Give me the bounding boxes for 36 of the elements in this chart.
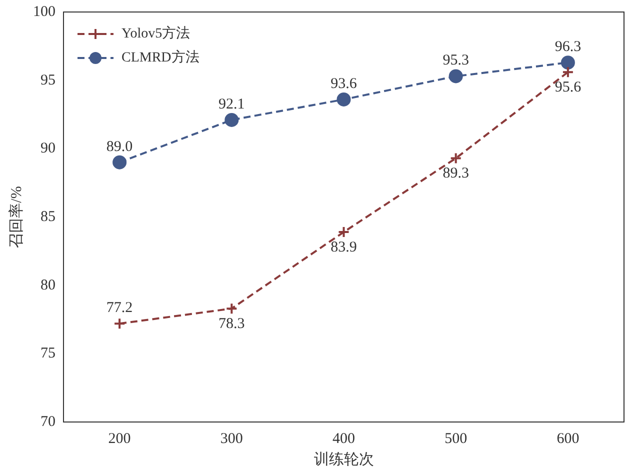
data-label: 83.9 <box>330 239 357 256</box>
x-tick-label: 600 <box>556 430 580 447</box>
y-tick-label: 75 <box>40 346 56 362</box>
point <box>224 112 239 127</box>
data-label: 96.3 <box>554 39 582 56</box>
x-tick-label: 500 <box>444 430 468 447</box>
data-label: 78.3 <box>218 316 245 332</box>
data-label: 89.0 <box>106 138 133 155</box>
point <box>338 226 350 238</box>
data-label: 89.3 <box>442 166 469 182</box>
y-tick-label: 90 <box>40 140 56 157</box>
y-tick-label: 100 <box>33 4 56 20</box>
y-tick-label: 95 <box>40 72 56 88</box>
y-axis-title: 召回率/% <box>8 186 25 248</box>
point <box>562 66 574 78</box>
x-tick-label: 400 <box>332 430 355 447</box>
point <box>112 155 127 170</box>
data-label: 77.2 <box>106 300 133 316</box>
x-tick-label: 200 <box>108 430 131 447</box>
point <box>226 302 238 315</box>
point <box>448 69 463 84</box>
x-axis-title: 训练轮次 <box>314 450 374 468</box>
legend-label: Yolov5方法 <box>122 26 190 42</box>
data-label: 95.6 <box>554 80 582 96</box>
data-label: 95.3 <box>442 52 469 69</box>
point <box>450 152 462 164</box>
data-label: 92.1 <box>218 96 245 112</box>
point <box>336 92 351 106</box>
data-label: 93.6 <box>330 76 358 92</box>
point <box>114 318 126 330</box>
y-tick-label: 85 <box>40 208 56 225</box>
legend-label: CLMRD方法 <box>122 50 200 66</box>
y-tick-label: 70 <box>40 414 56 430</box>
x-tick-label: 300 <box>220 430 243 447</box>
y-tick-label: 80 <box>40 277 56 294</box>
point <box>560 56 575 70</box>
